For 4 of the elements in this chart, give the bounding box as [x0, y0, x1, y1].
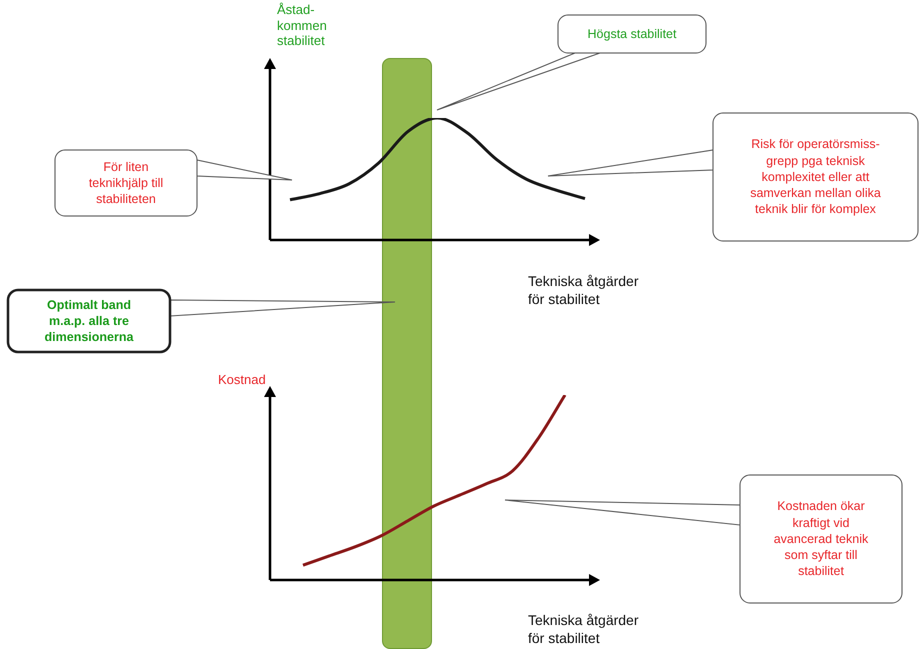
x-axis-title: Tekniska åtgärder för stabilitet: [528, 273, 639, 308]
y-axis-title: Åstad- kommen stabilitet: [277, 2, 327, 49]
x-axis-title: Tekniska åtgärder för stabilitet: [528, 612, 639, 647]
y-axis-title: Kostnad: [218, 372, 266, 388]
